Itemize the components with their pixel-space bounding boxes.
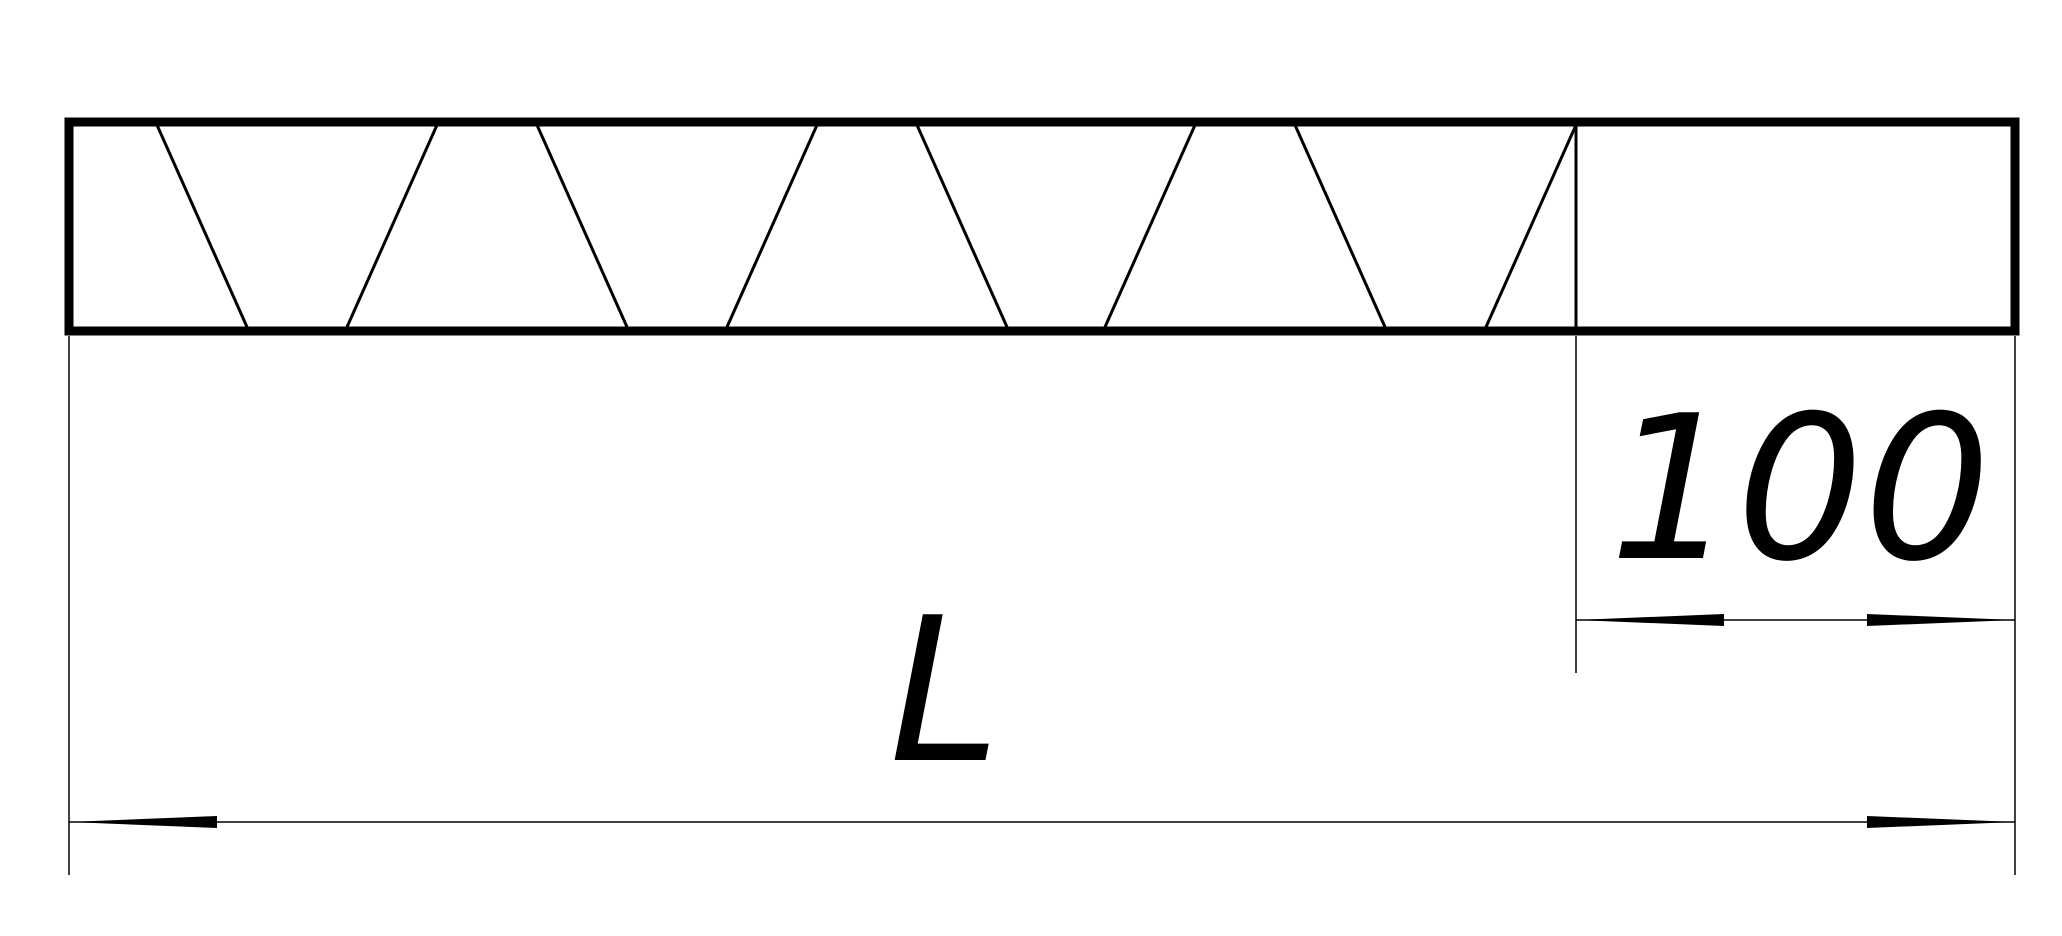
web-members [155,124,1578,328]
web-member-2 [345,124,439,328]
web-member-3 [535,124,629,328]
dimension-label-L: L [889,575,1000,808]
web-member-7 [1293,124,1387,328]
truss-beam [64,117,2020,336]
end-segment-dimension: 100 [1576,373,2015,626]
beam-outline [64,117,2020,336]
web-member-4 [725,124,819,328]
web-member-1 [155,124,249,328]
web-member-8 [1484,124,1578,328]
web-member-6 [1103,124,1197,328]
web-member-5 [915,124,1009,328]
dimension-label-100: 100 [1609,373,1991,606]
overall-length-dimension: L [69,575,2015,828]
